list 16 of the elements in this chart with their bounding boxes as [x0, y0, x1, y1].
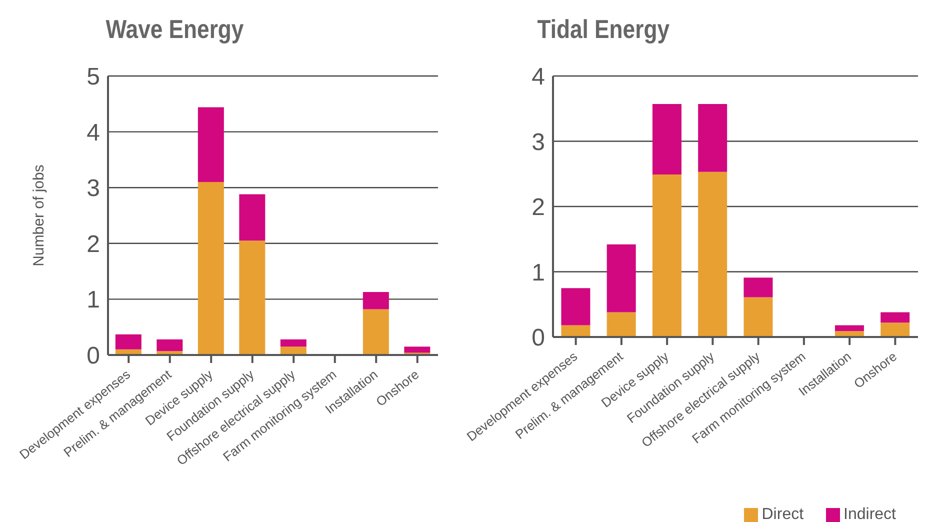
- y-tick-label: 0: [86, 342, 100, 370]
- chart-title: Wave Energy: [104, 13, 245, 46]
- legend-label: Direct: [762, 506, 804, 522]
- y-tick-label: 1: [86, 286, 100, 314]
- y-tick-label: 2: [532, 194, 545, 222]
- y-tick-label: 4: [532, 64, 545, 91]
- y-tick-label: 3: [86, 175, 100, 202]
- y-tick-label: 2: [86, 230, 100, 258]
- y-tick-label: 3: [532, 128, 545, 156]
- y-tick-label: 0: [532, 324, 545, 352]
- y-tick-label: 4: [86, 119, 100, 146]
- y-axis-title: Number of jobs: [30, 164, 48, 266]
- y-tick-label: 5: [86, 64, 100, 91]
- chart-title: Tidal Energy: [536, 13, 670, 46]
- legend-label: Indirect: [844, 506, 896, 522]
- y-tick-label: 1: [532, 259, 545, 286]
